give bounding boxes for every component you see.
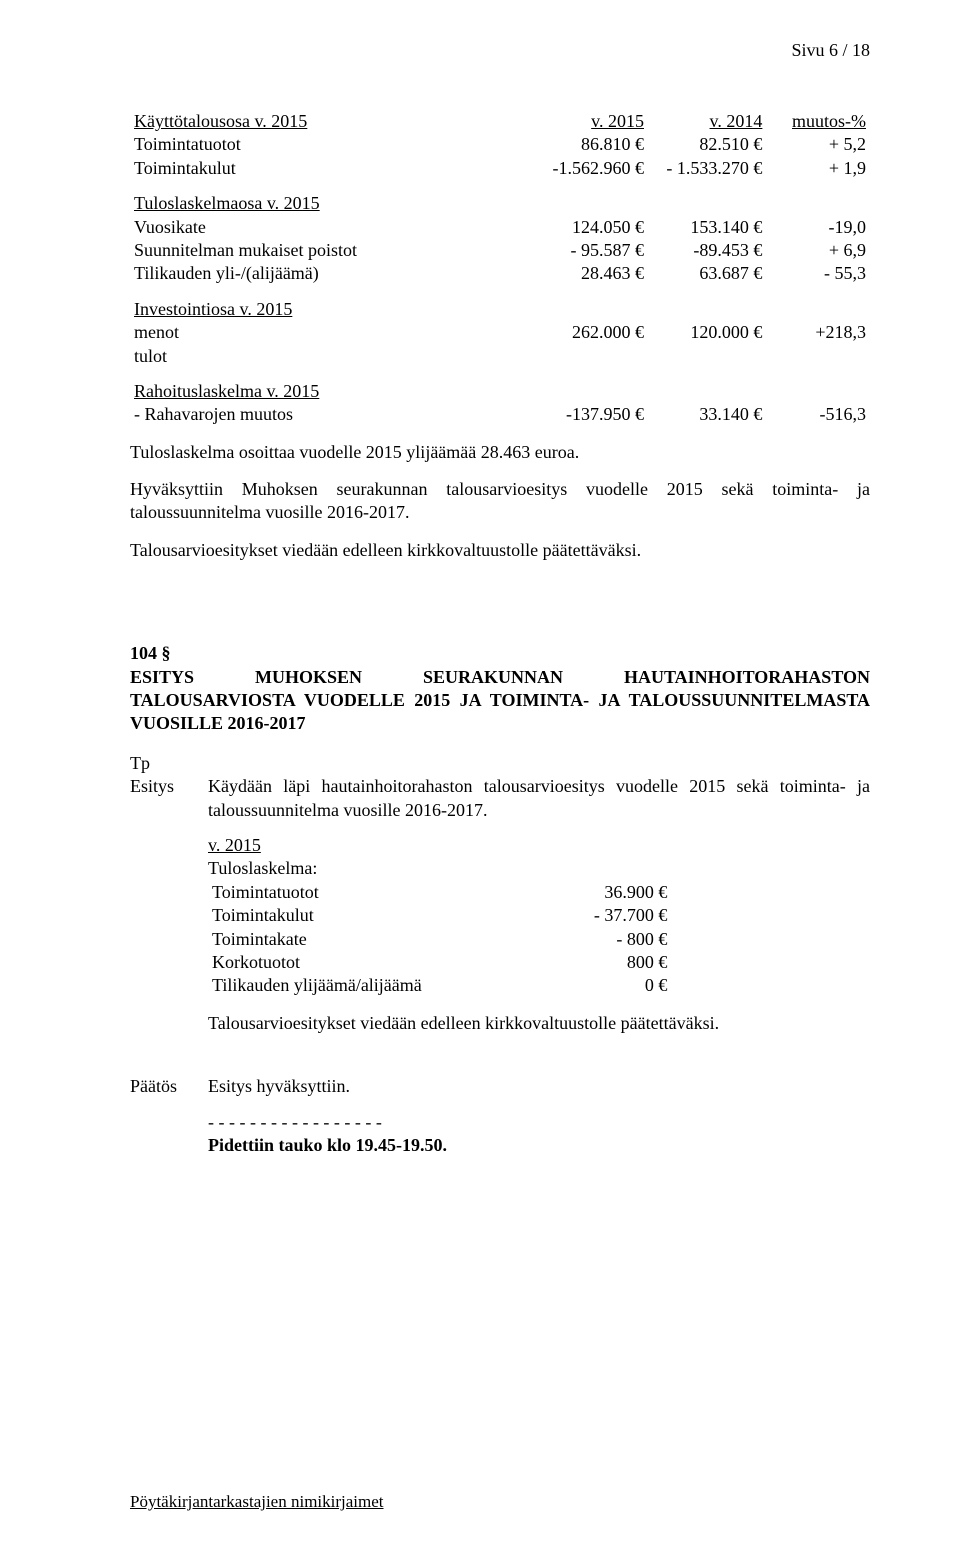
table-row: Korkotuotot 800 € <box>208 951 671 974</box>
page: Sivu 6 / 18 Käyttötalousosa v. 2015 v. 2… <box>0 0 960 1552</box>
content: Käyttötalousosa v. 2015 v. 2015 v. 2014 … <box>130 110 870 1157</box>
concl-text: Talousarvioesitykset viedään edelleen ki… <box>208 1012 870 1035</box>
tp-label: Tp <box>130 752 208 775</box>
paatos-row: Päätös Esitys hyväksyttiin. - - - - - - … <box>130 1075 870 1157</box>
esitys-row: Esitys Käydään läpi hautainhoitorahaston… <box>130 775 870 1047</box>
cell: + 6,9 <box>766 239 870 262</box>
cell: tulot <box>130 345 530 368</box>
para-ylijaama: Tuloslaskelma osoittaa vuodelle 2015 yli… <box>130 441 870 464</box>
table-row: Tuloslaskelmaosa v. 2015 <box>130 192 870 215</box>
table-row: Investointiosa v. 2015 <box>130 298 870 321</box>
cell: 63.687 € <box>648 262 766 285</box>
heading-tuloslaskelma: Tuloslaskelmaosa v. 2015 <box>134 193 320 213</box>
cell: Toimintakulut <box>130 157 530 180</box>
cell: Toimintakate <box>208 928 486 951</box>
esitys-label: Esitys <box>130 775 208 1047</box>
cell: Toimintatuotot <box>130 133 530 156</box>
cell: Toimintatuotot <box>208 881 486 904</box>
esitys-body: Käydään läpi hautainhoitorahaston talous… <box>208 775 870 1047</box>
cell: -19,0 <box>766 216 870 239</box>
table-kayttotalous: Käyttötalousosa v. 2015 v. 2015 v. 2014 … <box>130 110 870 180</box>
table-investointi: Investointiosa v. 2015 menot 262.000 € 1… <box>130 298 870 368</box>
cell: -1.562.960 € <box>530 157 648 180</box>
col-header: v. 2015 <box>591 111 644 131</box>
cell: - 37.700 € <box>486 904 671 927</box>
paatos-body: Esitys hyväksyttiin. - - - - - - - - - -… <box>208 1075 870 1157</box>
tuloslaskelma-label: Tuloslaskelma: <box>208 857 870 880</box>
cell: -89.453 € <box>648 239 766 262</box>
cell: 0 € <box>486 974 671 997</box>
section-title-104: ESITYS MUHOKSEN SEURAKUNNAN HAUTAINHOITO… <box>130 666 870 736</box>
cell: -516,3 <box>766 403 870 426</box>
cell: - 1.533.270 € <box>648 157 766 180</box>
table-row: Vuosikate 124.050 € 153.140 € -19,0 <box>130 216 870 239</box>
cell: Tilikauden ylijäämä/alijäämä <box>208 974 486 997</box>
cell: Toimintakulut <box>208 904 486 927</box>
cell: Suunnitelman mukaiset poistot <box>130 239 530 262</box>
table-hautainhoito: Toimintatuotot 36.900 € Toimintakulut - … <box>208 881 671 998</box>
para-hyvaksyttiin: Hyväksyttiin Muhoksen seurakunnan talous… <box>130 478 870 525</box>
table-rahoitus: Rahoituslaskelma v. 2015 - Rahavarojen m… <box>130 380 870 427</box>
table-tuloslaskelma: Tuloslaskelmaosa v. 2015 Vuosikate 124.0… <box>130 192 870 286</box>
paatos-label: Päätös <box>130 1075 208 1157</box>
esitys-text: Käydään läpi hautainhoitorahaston talous… <box>208 775 870 822</box>
table-row: Suunnitelman mukaiset poistot - 95.587 €… <box>130 239 870 262</box>
cell: + 5,2 <box>766 133 870 156</box>
heading-investointi: Investointiosa v. 2015 <box>134 299 292 319</box>
cell: + 1,9 <box>766 157 870 180</box>
cell: Korkotuotot <box>208 951 486 974</box>
table-row: Rahoituslaskelma v. 2015 <box>130 380 870 403</box>
cell: - 55,3 <box>766 262 870 285</box>
cell: 33.140 € <box>648 403 766 426</box>
footer: Pöytäkirjantarkastajien nimikirjaimet <box>130 1492 384 1512</box>
cell: - 95.587 € <box>530 239 648 262</box>
cell: 86.810 € <box>530 133 648 156</box>
table-row: Tilikauden ylijäämä/alijäämä 0 € <box>208 974 671 997</box>
table-row: Toimintakulut - 37.700 € <box>208 904 671 927</box>
dashes: - - - - - - - - - - - - - - - - - <box>208 1111 870 1134</box>
col-header: muutos-% <box>792 111 866 131</box>
cell: menot <box>130 321 530 344</box>
section-number-104: 104 § <box>130 642 870 665</box>
cell: Tilikauden yli-/(alijäämä) <box>130 262 530 285</box>
table-row: Toimintatuotot 36.900 € <box>208 881 671 904</box>
table-row: Toimintakulut -1.562.960 € - 1.533.270 €… <box>130 157 870 180</box>
page-number: Sivu 6 / 18 <box>791 40 870 61</box>
table-row: Toimintatuotot 86.810 € 82.510 € + 5,2 <box>130 133 870 156</box>
cell: - Rahavarojen muutos <box>130 403 530 426</box>
cell: 124.050 € <box>530 216 648 239</box>
cell: 82.510 € <box>648 133 766 156</box>
cell: 800 € <box>486 951 671 974</box>
table-row: - Rahavarojen muutos -137.950 € 33.140 €… <box>130 403 870 426</box>
break-text: Pidettiin tauko klo 19.45-19.50. <box>208 1134 870 1157</box>
cell: 262.000 € <box>530 321 648 344</box>
table-row: Käyttötalousosa v. 2015 v. 2015 v. 2014 … <box>130 110 870 133</box>
year-2015: v. 2015 <box>208 835 261 855</box>
cell: - 800 € <box>486 928 671 951</box>
tp-row: Tp <box>130 752 870 775</box>
cell: 120.000 € <box>648 321 766 344</box>
cell: 36.900 € <box>486 881 671 904</box>
cell: 153.140 € <box>648 216 766 239</box>
cell: +218,3 <box>766 321 870 344</box>
col-header: v. 2014 <box>710 111 763 131</box>
paatos-text: Esitys hyväksyttiin. <box>208 1075 870 1098</box>
para-viedaan: Talousarvioesitykset viedään edelleen ki… <box>130 539 870 562</box>
table-row: menot 262.000 € 120.000 € +218,3 <box>130 321 870 344</box>
table-row: Tilikauden yli-/(alijäämä) 28.463 € 63.6… <box>130 262 870 285</box>
cell: 28.463 € <box>530 262 648 285</box>
heading-kayttotalous: Käyttötalousosa v. 2015 <box>134 111 307 131</box>
cell: Vuosikate <box>130 216 530 239</box>
table-row: tulot <box>130 345 870 368</box>
cell: -137.950 € <box>530 403 648 426</box>
table-row: Toimintakate - 800 € <box>208 928 671 951</box>
heading-rahoitus: Rahoituslaskelma v. 2015 <box>134 381 319 401</box>
